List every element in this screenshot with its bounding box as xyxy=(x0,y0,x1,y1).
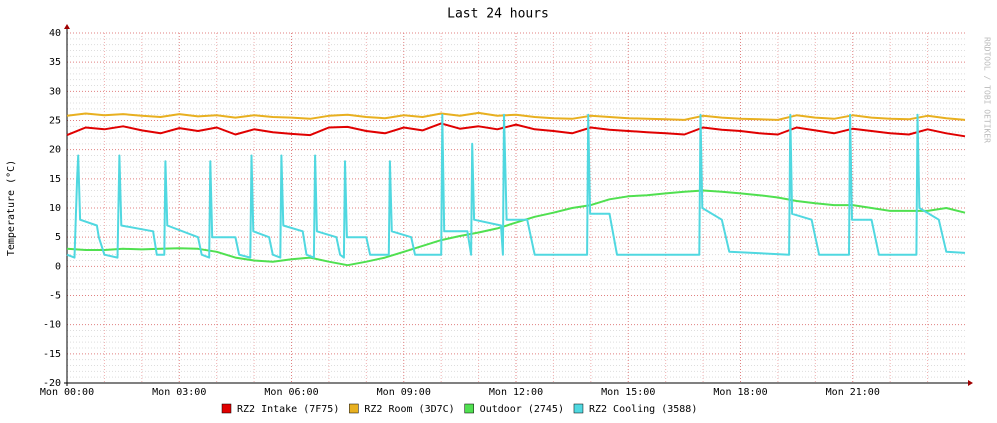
y-axis-label: Temperature (°C) xyxy=(6,160,17,256)
y-tick-label: 10 xyxy=(49,203,61,214)
series-line xyxy=(66,111,966,121)
legend-swatch xyxy=(349,403,359,414)
legend-label: RZ2 Room (3D7C) xyxy=(364,404,454,415)
y-tick-label: 25 xyxy=(49,116,61,127)
axis-arrow xyxy=(64,24,70,29)
chart-title: Last 24 hours xyxy=(447,7,549,22)
y-tick-label: -20 xyxy=(43,378,61,389)
legend-swatch xyxy=(464,403,474,414)
y-tick-label: -10 xyxy=(43,320,61,331)
y-tick-label: 30 xyxy=(49,86,61,97)
y-tick-label: 20 xyxy=(49,145,61,156)
y-tick-label: -15 xyxy=(43,349,61,360)
legend-swatch xyxy=(573,403,584,414)
y-tick-label: -5 xyxy=(49,291,61,302)
series-line xyxy=(66,122,966,138)
x-tick-label: Mon 03:00 xyxy=(152,387,206,398)
legend-label: RZ2 Cooling (3588) xyxy=(589,404,697,415)
x-tick-label: Mon 15:00 xyxy=(601,387,655,398)
x-tick-label: Mon 18:00 xyxy=(713,387,767,398)
y-tick-label: 0 xyxy=(55,261,61,272)
watermark: RRDTOOL / TOBI OETIKER xyxy=(983,37,992,143)
y-tick-label: 35 xyxy=(49,57,61,68)
series-line xyxy=(66,113,966,259)
legend-label: RZ2 Intake (7F75) xyxy=(237,404,339,415)
x-tick-label: Mon 09:00 xyxy=(377,387,431,398)
legend-swatch xyxy=(221,403,232,414)
x-tick-label: Mon 21:00 xyxy=(826,387,880,398)
series-line xyxy=(66,189,966,267)
y-tick-label: 15 xyxy=(49,174,61,185)
y-tick-label: 5 xyxy=(55,232,61,243)
y-tick-label: 40 xyxy=(49,28,61,39)
legend-label: Outdoor (2745) xyxy=(480,404,564,415)
axis-arrow xyxy=(968,380,973,386)
x-tick-label: Mon 12:00 xyxy=(489,387,543,398)
x-tick-label: Mon 06:00 xyxy=(264,387,318,398)
legend: RZ2 Intake (7F75) RZ2 Room (3D7C) Outdoor … xyxy=(221,403,697,415)
x-tick-label: Mon 00:00 xyxy=(40,387,94,398)
